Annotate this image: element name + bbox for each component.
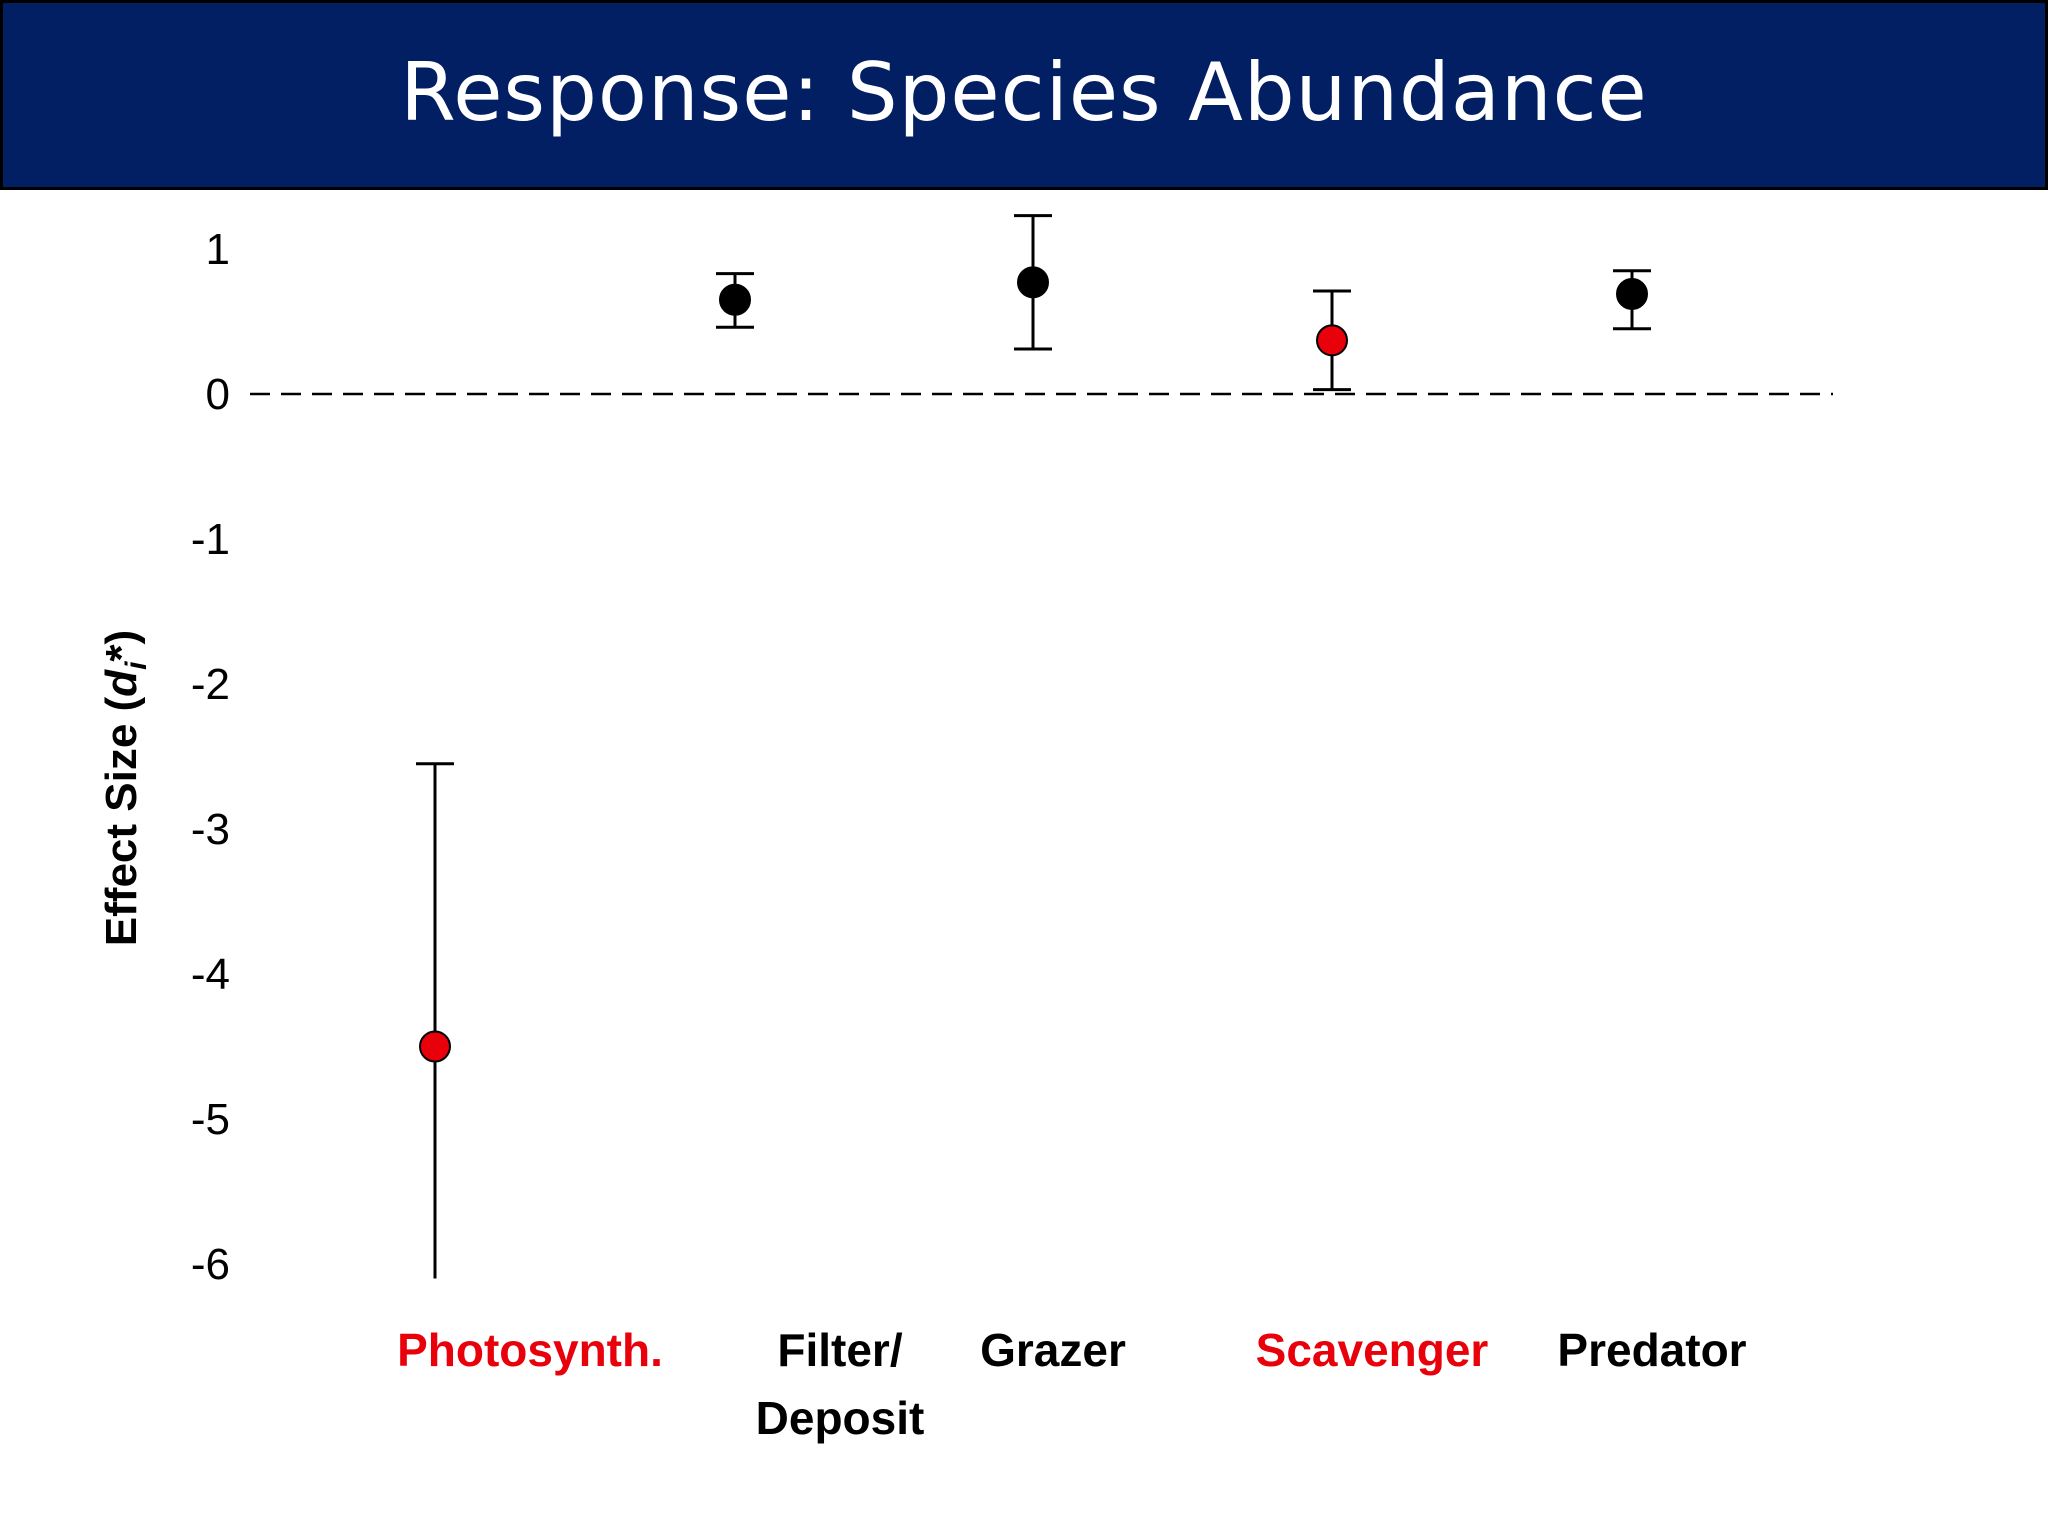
x-category-label: Scavenger <box>1256 1324 1489 1376</box>
y-tick-label: -4 <box>191 950 230 999</box>
data-point <box>1616 277 1648 310</box>
y-axis-label: Effect Size (di*) <box>97 630 153 946</box>
slide-title: Response: Species Abundance <box>400 45 1648 139</box>
x-category-label: Grazer <box>980 1324 1126 1376</box>
y-tick-label: -1 <box>191 515 230 564</box>
data-point <box>719 283 751 316</box>
y-tick-label: -3 <box>191 805 230 854</box>
data-point <box>419 1030 451 1063</box>
y-tick-label: -6 <box>191 1240 230 1289</box>
title-banner: Response: Species Abundance <box>0 0 2048 190</box>
x-category-label: Photosynth. <box>397 1324 663 1376</box>
y-tick-label: 0 <box>206 370 230 419</box>
y-tick-label: 1 <box>206 225 230 274</box>
x-category-label: Predator <box>1557 1324 1746 1376</box>
data-point <box>1017 266 1049 299</box>
y-tick-label: -5 <box>191 1095 230 1144</box>
x-category-label: Filter/Deposit <box>756 1324 925 1444</box>
data-point <box>1316 324 1348 357</box>
y-tick-label: -2 <box>191 660 230 709</box>
